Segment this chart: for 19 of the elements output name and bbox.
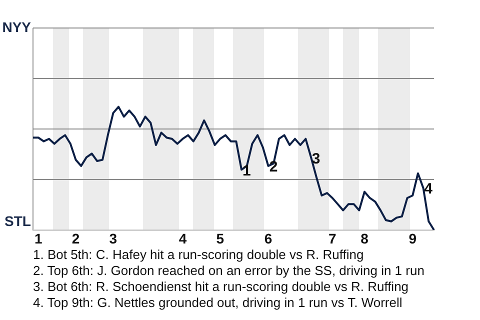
annotation: 1 xyxy=(242,162,251,180)
text: 3. Bot 6th: R. Schoendienst hit a run-scoring double vs R. Ruffing xyxy=(33,279,410,295)
x-tick-label: 2 xyxy=(72,230,80,246)
x-tick-label: 3 xyxy=(109,230,118,246)
text: 1. Bot 5th: C. Hafey hit a run-scoring double vs R. Ruffing xyxy=(33,247,365,263)
x-tick-label: 7 xyxy=(328,230,337,246)
x-tick-label: 6 xyxy=(264,230,272,246)
x-tick-label: 8 xyxy=(360,230,369,246)
x-tick-label: 1 xyxy=(34,230,42,246)
text: 4. Top 9th: G. Nettles grounded out, driving in 1 run vs T. Worrell xyxy=(33,295,404,311)
text: STL xyxy=(4,212,32,229)
annotation: 2 xyxy=(269,158,278,176)
x-tick-label: 5 xyxy=(216,230,224,246)
x-tick-label: 9 xyxy=(408,230,417,246)
text: NYY xyxy=(2,18,32,35)
annotation: 4 xyxy=(424,180,434,198)
text: 2. Top 6th: J. Gordon reached on an error by the SS, driving in 1 run xyxy=(33,263,426,279)
x-tick-label: 4 xyxy=(178,230,187,246)
annotation: 3 xyxy=(312,150,320,168)
